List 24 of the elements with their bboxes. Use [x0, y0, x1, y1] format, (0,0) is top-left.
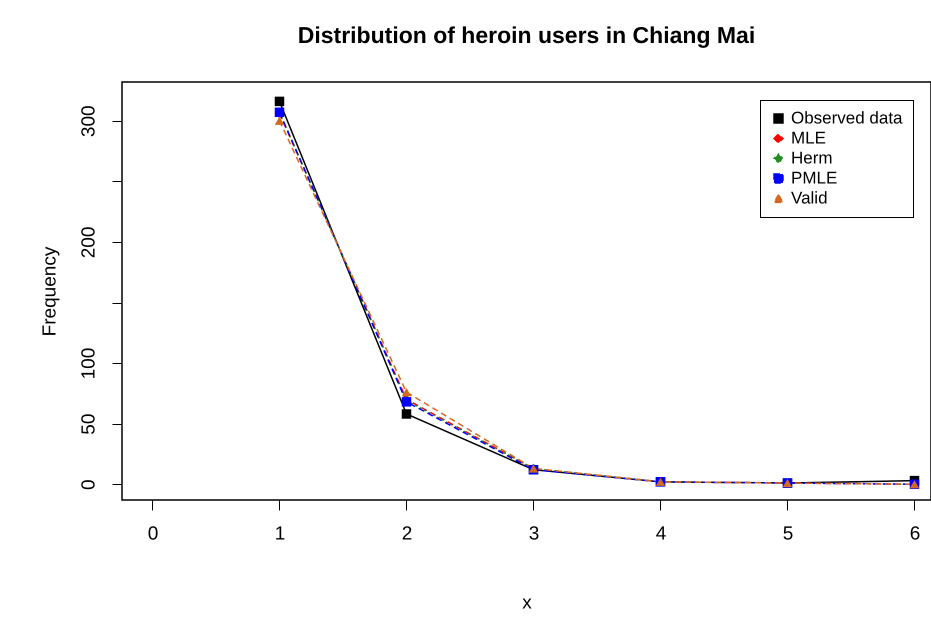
legend-label: MLE: [791, 128, 826, 148]
x-tick-label: 4: [656, 524, 667, 544]
y-axis-title: Frequency: [40, 246, 60, 336]
y-tick-label: 50: [78, 414, 100, 435]
legend-label: Valid: [791, 188, 828, 208]
y-tick-label: 200: [78, 226, 100, 258]
x-tick-label: 2: [402, 524, 412, 544]
legend-label: Observed data: [791, 108, 904, 128]
y-tick-label: 0: [78, 479, 100, 490]
legend-label: PMLE: [791, 168, 838, 188]
y-tick-label: 300: [78, 105, 100, 138]
x-tick-label: 1: [274, 524, 286, 544]
x-tick-label: 6: [910, 524, 920, 544]
point: [274, 96, 284, 106]
point: [274, 116, 284, 125]
point: [402, 388, 412, 396]
y-tick-label: 100: [78, 348, 100, 380]
x-axis-title: x: [522, 592, 532, 614]
x-tick-label: 3: [528, 524, 540, 544]
x-tick-label: 0: [148, 524, 158, 544]
chart-title: Distribution of heroin users in Chiang Mai: [298, 22, 756, 48]
legend-label: Herm: [791, 148, 833, 168]
x-tick-label: 5: [782, 524, 794, 544]
point: [402, 409, 412, 419]
